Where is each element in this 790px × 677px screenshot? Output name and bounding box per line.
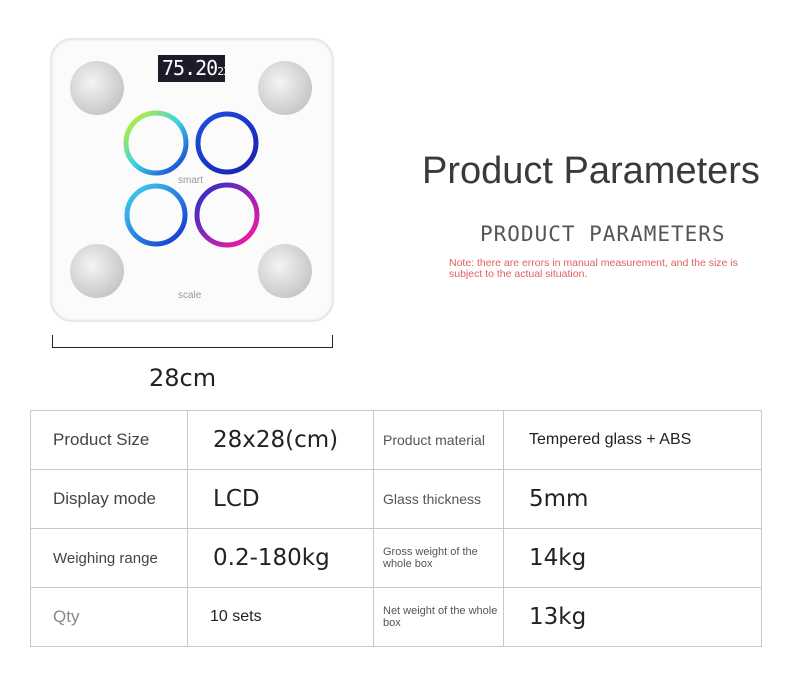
electrode-pad [258,244,312,298]
spec-value: 10 sets [187,587,374,647]
logo-ring [195,111,259,175]
electrode-pad [70,244,124,298]
electrode-pad [258,61,312,115]
spec-label: Net weight of the whole box [373,587,504,647]
lcd-temp: 23° [217,65,235,78]
spec-label: Weighing range [30,528,188,588]
table-row: Product Size 28x28(cm) Product material … [30,410,762,470]
table-row: Display mode LCD Glass thickness 5mm [30,469,762,529]
spec-label: Glass thickness [373,469,504,529]
table-row: Qty 10 sets Net weight of the whole box … [30,587,762,647]
spec-label: Display mode [30,469,188,529]
spec-value: LCD [187,469,374,529]
table-row: Weighing range 0.2-180kg Gross weight of… [30,528,762,588]
dimension-label: 28cm [149,364,217,392]
lcd-reading: 75.20 [162,56,218,80]
spec-label: Gross weight of the whole box [373,528,504,588]
logo-ring [123,110,189,176]
page-subtitle: PRODUCT PARAMETERS [480,222,726,246]
spec-value: 28x28(cm) [187,410,374,470]
logo-text-smart: smart [178,175,203,186]
spec-value: 13kg [503,587,762,647]
lcd-display: 75.2023° [158,55,235,82]
logo-ring [124,183,188,247]
dimension-tick [52,335,53,348]
logo-ring [194,182,260,248]
page-title: Product Parameters [422,150,760,192]
dimension-tick [332,335,333,348]
measurement-note: Note: there are errors in manual measure… [449,257,738,280]
dimension-line [52,347,332,348]
electrode-pad [70,61,124,115]
spec-value: 0.2-180kg [187,528,374,588]
logo-text-scale: scale [178,290,202,301]
scale-logo-icon [123,110,260,248]
spec-table: Product Size 28x28(cm) Product material … [30,410,762,647]
spec-label: Product material [373,410,504,470]
spec-value: Tempered glass + ABS [503,410,762,470]
spec-label: Product Size [30,410,188,470]
spec-value: 5mm [503,469,762,529]
spec-value: 14kg [503,528,762,588]
spec-label: Qty [30,587,188,647]
